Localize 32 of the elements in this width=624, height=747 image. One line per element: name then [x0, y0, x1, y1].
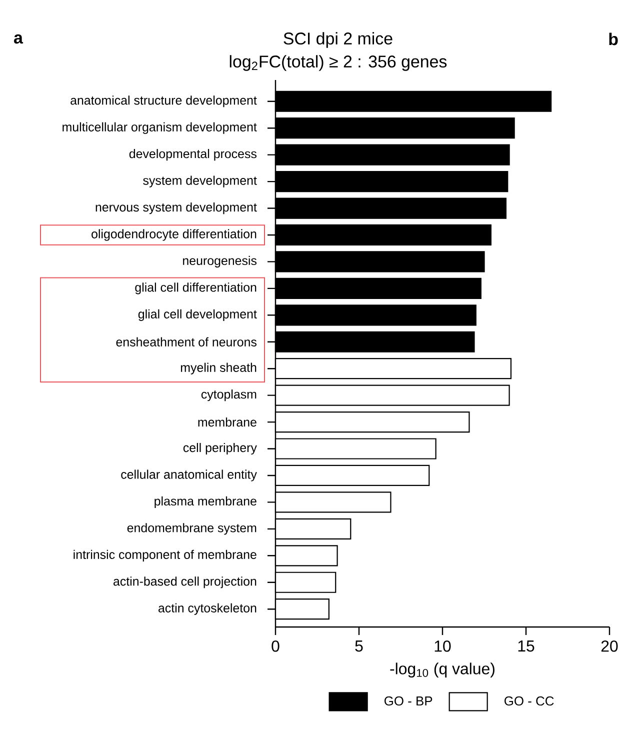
legend-label: GO - CC: [504, 696, 554, 706]
y-tick-label: anatomical structure development: [70, 96, 257, 108]
chart-title: SCI dpi 2 mice: [284, 32, 392, 48]
y-tick-label: cellular anatomical entity: [121, 470, 257, 482]
y-tick-label: membrane: [198, 417, 256, 427]
x-tick-label: 10: [434, 640, 451, 652]
y-tick-label: oligodendrocyte differentiation: [92, 229, 256, 241]
y-tick-label: intrinsic component of membrane: [74, 550, 256, 562]
y-tick-label: myelin sheath: [180, 362, 256, 374]
y-tick-label: endomembrane system: [127, 523, 256, 535]
y-tick-label: system development: [143, 176, 257, 188]
x-tick-label: 5: [355, 640, 363, 652]
y-tick-label: developmental process: [129, 149, 256, 161]
y-tick-label: actin-based cell projection: [114, 576, 256, 588]
chart-subtitle: log$_{2}$FC(total) ≥ 2 : 356 genes: [230, 55, 447, 71]
y-tick-label: ensheathment of neurons: [116, 337, 256, 346]
y-tick-label: glial cell development: [138, 309, 257, 321]
y-tick-label: nervous system development: [96, 202, 257, 214]
text: a: [14, 34, 24, 44]
legend-label: GO - BP: [384, 696, 432, 706]
x-axis-title: -log$_{10}$ (q value): [390, 662, 494, 678]
y-tick-label: plasma membrane: [154, 496, 256, 508]
text: b: [609, 32, 618, 46]
y-tick-label: neurogenesis: [183, 256, 257, 268]
y-tick-label: actin cytoskeleton: [158, 603, 256, 615]
y-tick-label: multicellular organism development: [62, 122, 257, 134]
y-tick-label: cytoplasm: [201, 390, 256, 402]
x-tick-label: 15: [518, 640, 534, 652]
x-tick-label: 0: [272, 640, 280, 652]
y-tick-label: cell periphery: [183, 442, 257, 455]
x-tick-label: 20: [601, 640, 618, 652]
y-tick-label: glial cell differentiation: [135, 282, 256, 294]
